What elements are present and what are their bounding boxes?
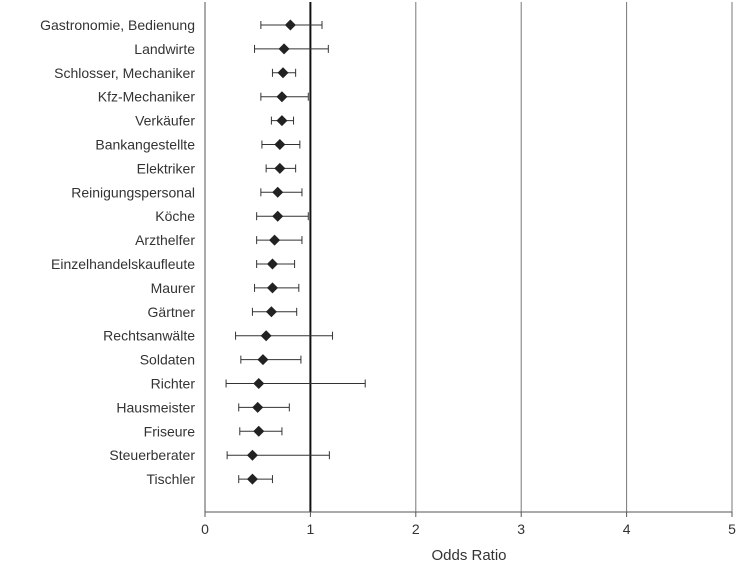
odds-ratio-marker: [253, 378, 265, 389]
odds-ratio-marker: [253, 425, 265, 437]
odds-ratio-marker: [277, 67, 289, 79]
x-axis-title: Odds Ratio: [431, 547, 506, 564]
odds-ratio-marker: [257, 354, 269, 366]
odds-ratio-marker: [246, 449, 258, 461]
category-label: Einzelhandelskaufleute: [51, 256, 195, 272]
odds-ratio-marker: [260, 330, 272, 342]
category-label: Gärtner: [148, 304, 196, 320]
category-label: Rechtsanwälte: [103, 328, 195, 344]
category-label: Köche: [155, 208, 195, 224]
odds-ratio-marker: [265, 306, 277, 318]
category-label: Schlosser, Mechaniker: [54, 65, 195, 81]
odds-ratio-marker: [284, 19, 296, 31]
category-label: Gastronomie, Bedienung: [40, 17, 195, 33]
odds-ratio-marker: [246, 473, 258, 485]
data-marks: [225, 19, 366, 485]
category-label: Hausmeister: [116, 399, 195, 415]
axes: [204, 2, 733, 517]
category-label: Steuerberater: [109, 447, 195, 463]
odds-ratio-marker: [276, 115, 288, 127]
category-label: Verkäufer: [135, 113, 195, 129]
x-tick-label: 4: [623, 521, 631, 537]
category-label: Kfz-Mechaniker: [98, 89, 196, 105]
category-label: Richter: [151, 376, 196, 392]
category-label: Maurer: [151, 280, 196, 296]
category-label: Soldaten: [140, 352, 195, 368]
odds-ratio-marker: [272, 210, 284, 222]
x-tick-label: 1: [307, 521, 315, 537]
grid-lines: [415, 2, 733, 512]
category-labels: Gastronomie, Bedienung Landwirte Schlosser…: [40, 17, 195, 487]
odds-ratio-marker: [272, 186, 284, 198]
odds-ratio-marker: [276, 91, 288, 103]
odds-ratio-marker: [266, 258, 278, 270]
x-tick-label: 5: [728, 521, 736, 537]
category-label: Arzthelfer: [135, 232, 195, 248]
x-tick-label: 2: [412, 521, 420, 537]
x-tick-label: 0: [201, 521, 209, 537]
odds-ratio-marker: [278, 43, 290, 55]
category-label: Bankangestellte: [95, 137, 195, 153]
odds-ratio-marker: [252, 401, 264, 413]
category-label: Landwirte: [134, 41, 195, 57]
category-label: Tischler: [147, 471, 196, 487]
category-label: Reinigungspersonal: [71, 184, 195, 200]
odds-ratio-marker: [266, 282, 278, 294]
odds-ratio-marker: [274, 162, 286, 174]
x-tick-label: 3: [517, 521, 525, 537]
category-label: Friseure: [144, 423, 196, 439]
odds-ratio-marker: [269, 234, 281, 246]
category-label: Elektriker: [137, 160, 196, 176]
odds-ratio-marker: [274, 139, 286, 150]
x-tick-labels: 0 1 2 3 4 5: [201, 521, 736, 537]
